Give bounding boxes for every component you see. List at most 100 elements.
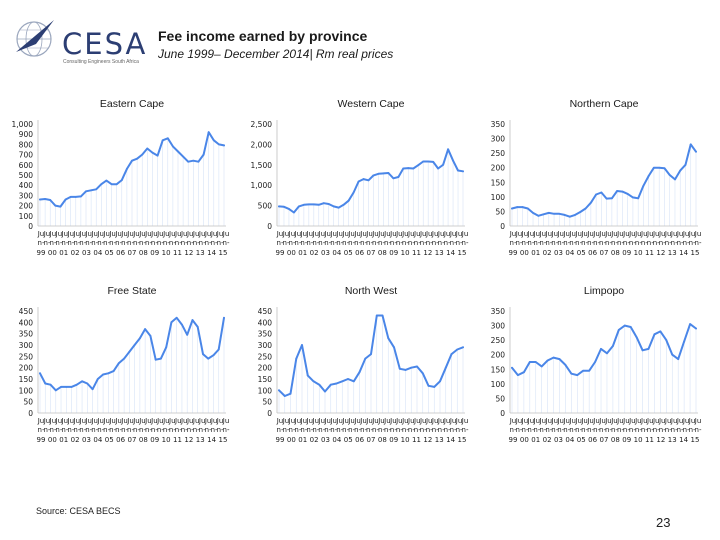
- x-tick-label: 06: [116, 436, 125, 444]
- x-tick-label: n-: [605, 239, 612, 247]
- x-tick-label: Ju: [306, 417, 314, 425]
- x-tick-label: Ju: [365, 230, 373, 238]
- x-tick-label: 10: [401, 436, 410, 444]
- data-point: [558, 212, 561, 215]
- data-point: [402, 167, 405, 170]
- x-tick-label: Ju: [108, 417, 116, 425]
- x-tick-label: n-: [145, 426, 152, 434]
- x-tick-label: n-: [277, 426, 284, 434]
- x-tick-label: Ju: [688, 230, 696, 238]
- x-tick-label: n-: [312, 426, 319, 434]
- x-tick-label: 14: [207, 436, 216, 444]
- x-tick-label: 09: [389, 249, 398, 257]
- data-point: [674, 178, 676, 181]
- x-tick-label: n-: [545, 239, 552, 247]
- x-tick-label: n-: [533, 426, 540, 434]
- x-tick-label: Ju: [395, 230, 403, 238]
- x-tick-label: Ju: [551, 230, 559, 238]
- data-point: [542, 213, 545, 216]
- data-point: [49, 199, 52, 201]
- data-point: [387, 337, 390, 340]
- y-tick-label: 100: [19, 386, 34, 395]
- x-tick-label: n-: [288, 426, 295, 434]
- x-tick-label: n-: [97, 426, 104, 434]
- data-point: [278, 205, 280, 208]
- chart-svg: Limpopo050100150200250300350Jun-Jun-Jun-…: [491, 285, 702, 444]
- data-point: [352, 380, 355, 383]
- data-point: [91, 388, 94, 391]
- data-point: [202, 153, 205, 156]
- chart-title: North West: [345, 285, 397, 297]
- x-tick-label: n-: [127, 426, 134, 434]
- x-tick-label: Ju: [371, 230, 379, 238]
- x-tick-label: 09: [622, 436, 631, 444]
- data-point: [161, 139, 164, 142]
- data-point: [59, 205, 62, 208]
- x-tick-label: n-: [569, 239, 576, 247]
- x-tick-label: n-: [510, 239, 517, 247]
- y-tick-label: 100: [19, 212, 34, 221]
- y-tick-label: 200: [19, 202, 34, 211]
- x-tick-label: Ju: [562, 417, 570, 425]
- data-point: [568, 215, 571, 218]
- x-tick-label: 14: [207, 249, 216, 257]
- x-tick-label: Ju: [586, 230, 594, 238]
- x-tick-label: Ju: [574, 230, 582, 238]
- x-tick-label: Ju: [377, 417, 385, 425]
- x-tick-label: 05: [344, 249, 353, 257]
- x-tick-label: Ju: [556, 230, 564, 238]
- x-tick-label: n-: [402, 239, 409, 247]
- data-point: [283, 395, 286, 397]
- x-tick-label: Ju: [43, 417, 51, 425]
- x-tick-label: Ju: [383, 417, 391, 425]
- y-tick-label: 400: [19, 318, 34, 327]
- x-tick-label: Ju: [347, 417, 355, 425]
- x-tick-label: Ju: [568, 417, 576, 425]
- x-tick-label: 12: [656, 436, 665, 444]
- data-point: [547, 211, 550, 214]
- x-tick-label: n-: [61, 426, 68, 434]
- data-point: [49, 383, 52, 386]
- data-point: [641, 349, 644, 352]
- source-note: Source: CESA BECS: [36, 506, 121, 516]
- x-tick-label: n-: [366, 426, 373, 434]
- x-tick-label: Ju: [216, 417, 224, 425]
- x-tick-label: 08: [378, 249, 387, 257]
- x-tick-label: n-: [462, 426, 469, 434]
- x-tick-label: n-: [318, 426, 325, 434]
- chart-limpopo: Limpopo 0 50 100 150 200 250 300 350 Ju n- Ju n- Ju n-…: [480, 282, 710, 462]
- x-tick-label: n-: [73, 239, 80, 247]
- data-point: [416, 365, 418, 368]
- data-point: [175, 316, 178, 319]
- y-tick-label: 350: [19, 330, 34, 339]
- data-point: [621, 190, 624, 193]
- x-tick-label: Ju: [437, 230, 445, 238]
- data-point: [612, 345, 614, 347]
- x-tick-label: n-: [402, 426, 409, 434]
- data-point: [177, 150, 179, 153]
- x-tick-label: Ju: [413, 230, 421, 238]
- x-tick-label: Ju: [306, 230, 314, 238]
- y-tick-label: 50: [495, 207, 505, 216]
- x-tick-label: n-: [61, 239, 68, 247]
- x-tick-label: Ju: [162, 230, 170, 238]
- data-point: [335, 382, 338, 385]
- x-tick-label: n-: [354, 426, 361, 434]
- data-point: [70, 386, 73, 388]
- x-tick-label: n-: [163, 426, 170, 434]
- x-tick-label: Ju: [676, 417, 684, 425]
- x-tick-label: n-: [211, 426, 218, 434]
- x-tick-label: n-: [647, 239, 654, 247]
- y-tick-label: 300: [258, 341, 273, 350]
- x-tick-label: Ju: [353, 230, 361, 238]
- x-tick-label: n-: [623, 426, 630, 434]
- x-tick-label: 05: [577, 249, 586, 257]
- data-point: [144, 328, 147, 331]
- x-tick-label: n-: [103, 239, 110, 247]
- x-tick-label: 09: [150, 436, 159, 444]
- data-point: [202, 353, 204, 355]
- data-point: [181, 323, 183, 326]
- series-line: [511, 323, 697, 377]
- data-point: [433, 386, 436, 388]
- x-tick-label: Ju: [126, 230, 134, 238]
